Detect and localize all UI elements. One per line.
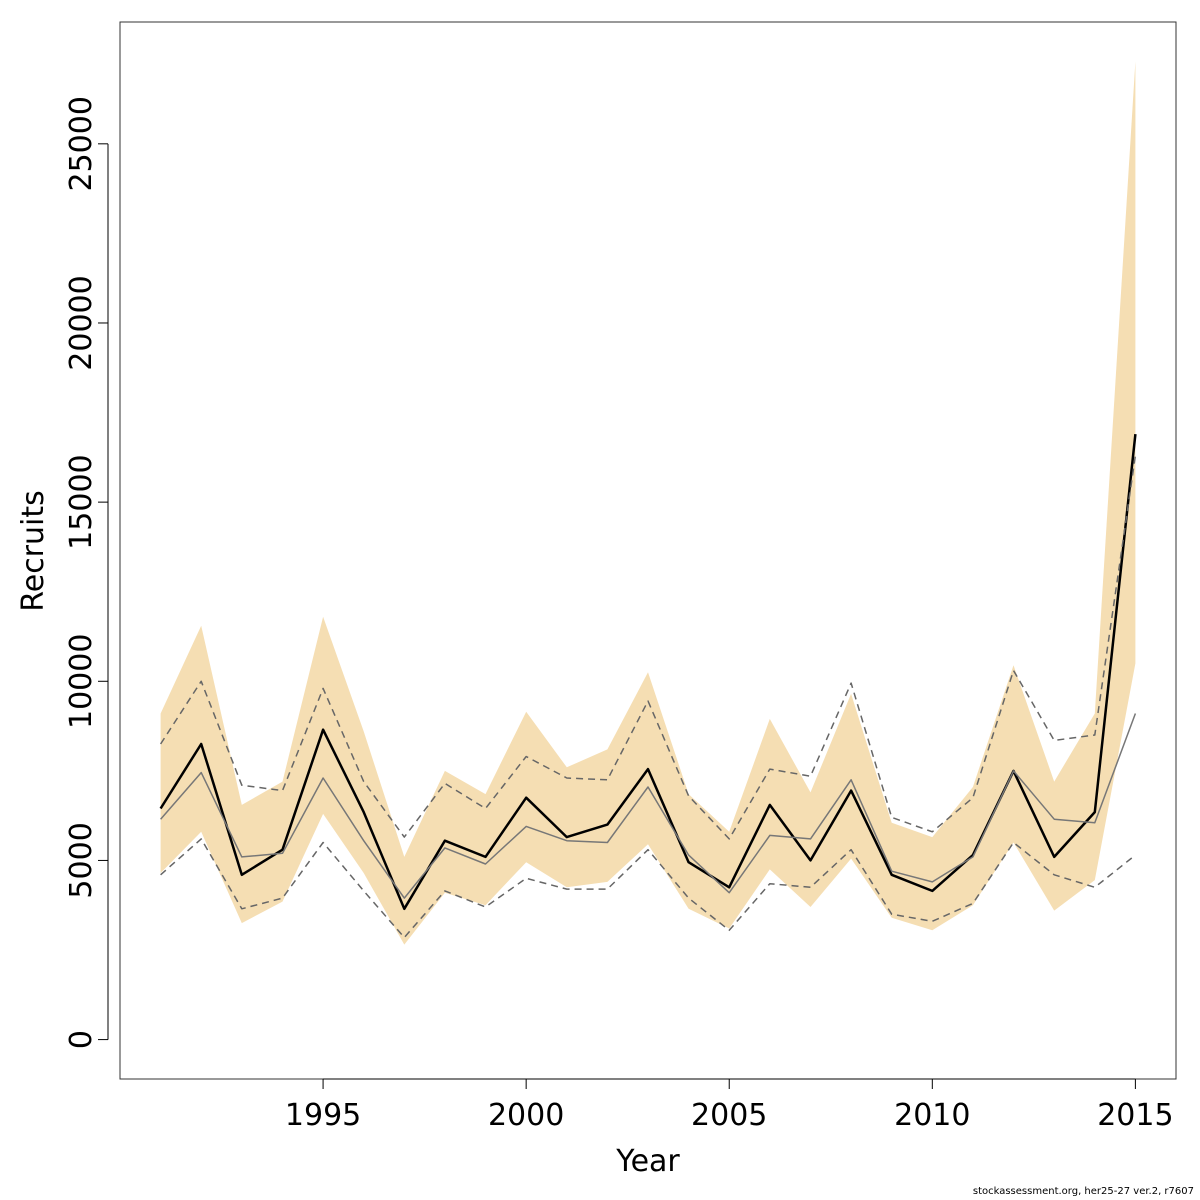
y-tick-label: 15000 [64,454,99,549]
series-line-3 [159,455,1137,840]
confidence-band-layer [160,61,1136,945]
y-tick-label: 5000 [64,822,99,898]
series-line-2 [160,713,1137,899]
series-layer [159,433,1137,939]
plot-frame [119,21,1177,1080]
y-axis: 0 5000 10000 15000 20000 25000 [64,96,109,1049]
x-axis: 1995 2000 2005 2010 2015 [285,1078,1174,1133]
series-line-4 [160,838,1136,939]
x-tick-label: 2005 [691,1098,767,1133]
footnote: stockassessment.org, her25-27 ver.2, r76… [972,1186,1194,1197]
y-tick-label: 0 [64,1030,99,1049]
x-tick-label: 2015 [1097,1098,1173,1133]
x-tick-label: 1995 [285,1098,361,1133]
y-axis-title: Recruits [16,490,51,612]
x-tick-label: 2010 [894,1098,970,1133]
y-tick-label: 20000 [64,275,99,370]
series-line-1 [159,433,1137,911]
y-tick-label: 10000 [64,634,99,729]
x-axis-title: Year [615,1144,680,1179]
confidence-band [160,61,1136,945]
x-tick-label: 2000 [488,1098,564,1133]
y-tick-label: 25000 [64,96,99,191]
